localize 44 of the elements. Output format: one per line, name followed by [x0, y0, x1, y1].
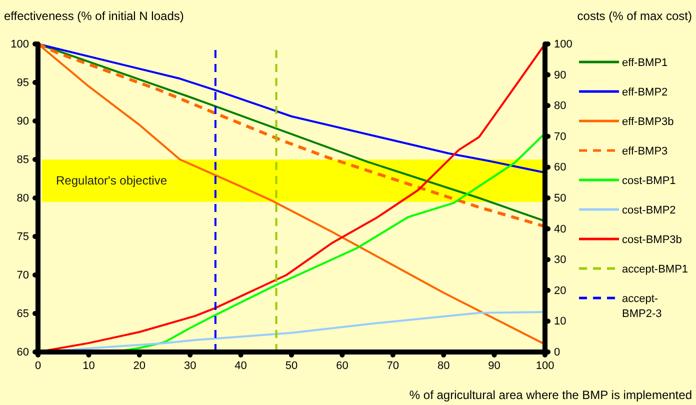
- legend-label: eff-BMP2: [622, 86, 668, 98]
- y2-tick-label: 20: [554, 284, 566, 297]
- y-tick-label: 60: [16, 346, 29, 359]
- y-tick-label: 100: [10, 38, 29, 51]
- band-label: Regulator's objective: [56, 174, 168, 188]
- x-tick-label: 40: [234, 360, 247, 372]
- y-axis-title: effectiveness (% of initial N loads): [4, 9, 184, 23]
- legend-label: eff-BMP3: [622, 146, 668, 158]
- y-tick-label: 75: [16, 231, 29, 244]
- legend-label: eff-BMP1: [622, 57, 668, 69]
- y2-tick-label: 60: [554, 162, 566, 174]
- x-tick-label: 80: [437, 360, 450, 372]
- y2-tick-label: 10: [554, 316, 566, 328]
- y-tick-label: 70: [16, 270, 29, 282]
- x-tick-label: 30: [184, 360, 196, 372]
- x-tick-label: 50: [285, 360, 298, 372]
- y-tick-label: 65: [16, 308, 29, 320]
- legend-label: cost-BMP1: [622, 175, 676, 187]
- y-tick-label: 95: [16, 77, 29, 90]
- x-tick-label: 20: [133, 360, 146, 372]
- x-tick-label: 60: [336, 360, 348, 372]
- y2-tick-label: 80: [554, 100, 566, 112]
- y2-tick-label: 70: [554, 130, 566, 143]
- x-tick-label: 70: [386, 360, 400, 372]
- y2-tick-label: 50: [554, 192, 566, 205]
- x-tick-label: 10: [82, 360, 95, 372]
- x-tick-label: 90: [488, 360, 500, 372]
- x-tick-label: 0: [34, 360, 42, 372]
- y2-tick-label: 40: [554, 223, 566, 236]
- y-tick-label: 90: [16, 116, 29, 128]
- y2-axis-title: costs (% of max cost): [577, 9, 692, 23]
- y2-tick-label: 0: [554, 346, 560, 359]
- legend-label: accept-BMP2-3: [622, 293, 662, 320]
- x-axis-title: % of agricultural area where the BMP is implemented: [409, 388, 692, 402]
- legend-label: cost-BMP2: [622, 204, 676, 216]
- y-tick-label: 85: [16, 154, 29, 166]
- y2-tick-label: 90: [554, 69, 566, 82]
- y2-tick-label: 100: [554, 38, 572, 51]
- legend-label: accept-BMP1: [622, 264, 688, 276]
- y-tick-label: 80: [16, 192, 29, 205]
- x-tick-label: 100: [536, 360, 554, 372]
- y2-tick-label: 30: [554, 254, 566, 266]
- legend-label: cost-BMP3b: [622, 234, 682, 246]
- legend-label: eff-BMP3b: [622, 116, 674, 128]
